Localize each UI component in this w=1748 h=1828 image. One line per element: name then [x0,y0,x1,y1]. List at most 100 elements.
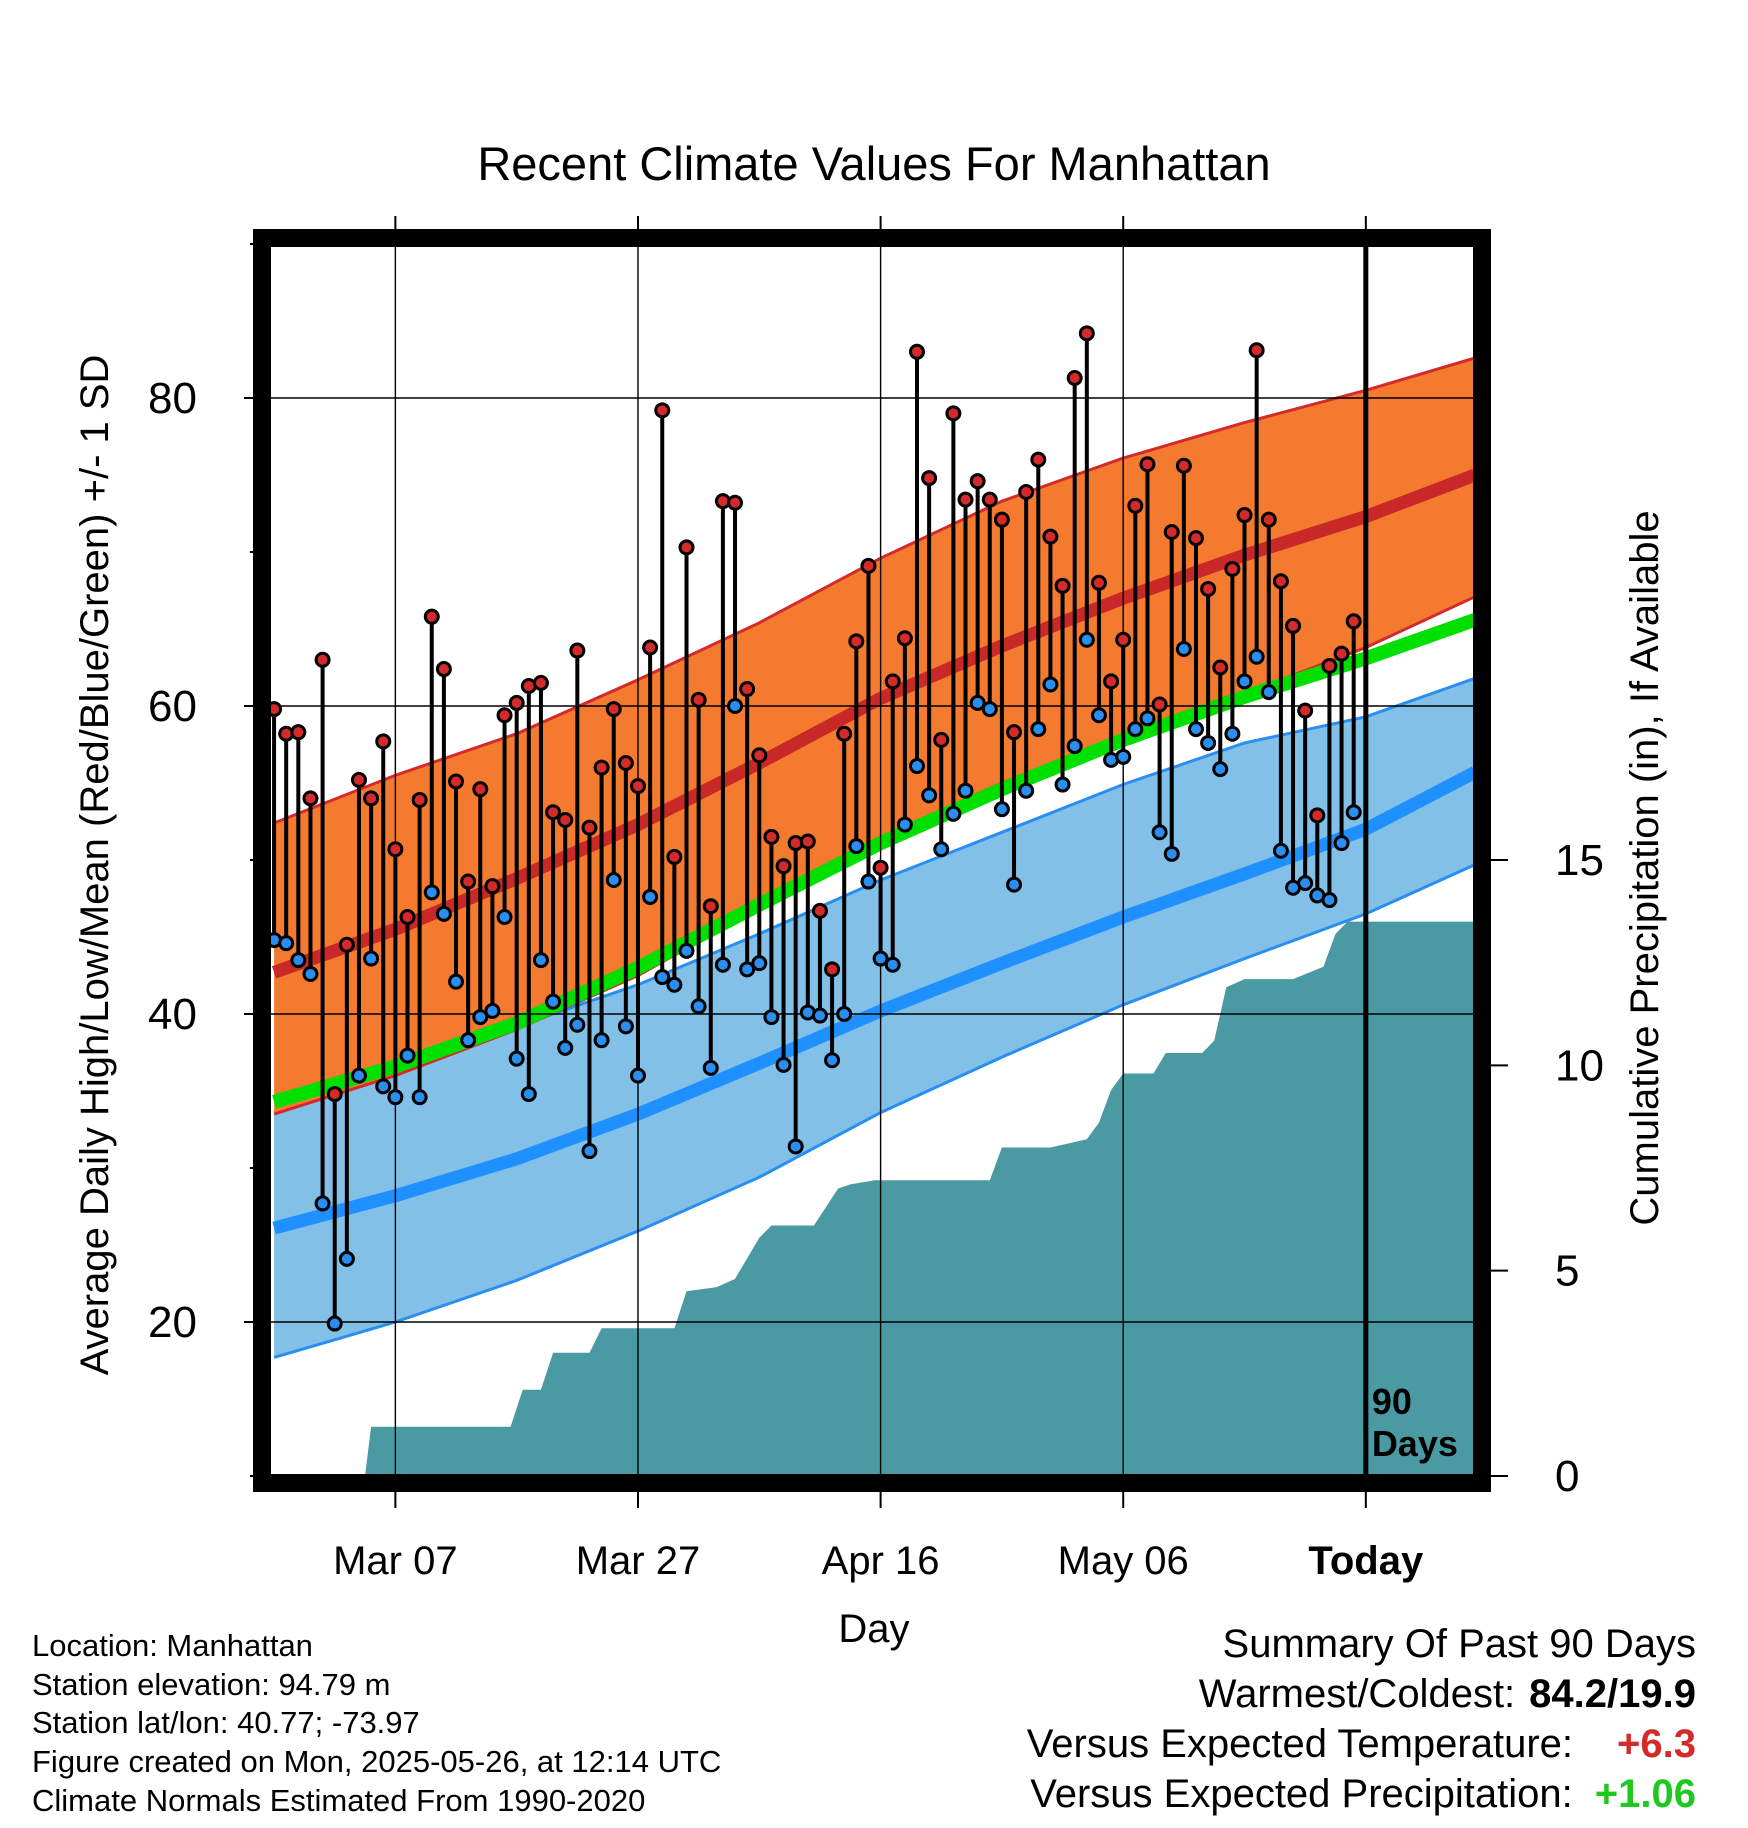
low-point [1066,738,1083,755]
left-tick-label: 40 [148,990,197,1039]
high-point [811,902,828,919]
high-point [605,701,622,718]
high-point [1212,659,1229,676]
high-point [848,633,865,650]
high-point [908,343,925,360]
warm-cold-label: Warmest/Coldest: [1198,1672,1516,1716]
low-point [1127,721,1144,738]
low-point [1321,892,1338,909]
high-point [1333,645,1350,662]
low-point [629,1067,646,1084]
low-point [702,1059,719,1076]
high-point [921,470,938,487]
high-point [375,733,392,750]
warm-cold-value: 84.2/19.9 [1529,1672,1696,1716]
high-point [1018,483,1035,500]
right-tick-label: 5 [1555,1247,1579,1296]
footer-location: Location: Manhattan [32,1628,313,1663]
high-point [1042,528,1059,545]
low-point [1115,748,1132,765]
right-tick-label: 15 [1555,836,1604,885]
low-point [1224,725,1241,742]
low-point [1151,824,1168,841]
high-point [1163,523,1180,540]
low-point [884,956,901,973]
low-point [581,1143,598,1160]
low-point [739,961,756,978]
low-point [460,1032,477,1049]
high-point [1030,451,1047,468]
low-point [751,955,768,972]
low-point [448,973,465,990]
low-point [1006,876,1023,893]
low-point [811,1007,828,1024]
footer-normals: Climate Normals Estimated From 1990-2020 [32,1783,646,1818]
high-point [326,1086,343,1103]
low-point [727,698,744,714]
low-point [375,1078,392,1095]
high-point [799,833,816,850]
high-point [508,694,525,711]
high-point [411,791,428,808]
high-point [350,771,367,788]
low-point [666,976,683,993]
high-point [448,773,465,790]
low-point [545,993,562,1010]
summary-temperature: Versus Expected Temperature: +6.3 [1027,1722,1696,1767]
temp-label: Versus Expected Temperature: [1026,1722,1574,1766]
high-point [1224,560,1241,577]
high-point [702,898,719,915]
right-tick-label: 0 [1555,1452,1579,1501]
high-point [399,908,416,925]
high-point [290,724,307,741]
high-point [1260,511,1277,528]
footer-elevation: Station elevation: 94.79 m [32,1667,391,1702]
low-point [423,884,440,901]
low-point [921,787,938,804]
high-point [872,859,889,876]
low-point [569,1016,586,1033]
low-point [1030,721,1047,738]
high-point [1272,573,1289,590]
high-point [593,759,610,776]
low-point [957,782,974,799]
low-point [860,873,877,890]
summary-warm-cold: Warmest/Coldest: 84.2/19.9 [1199,1672,1696,1717]
high-point [1103,673,1120,690]
high-point [1285,617,1302,634]
footer-latlon: Station lat/lon: 40.77; -73.97 [32,1705,420,1740]
high-point [484,878,501,895]
high-point [654,402,671,419]
low-point [326,1315,343,1332]
chart-title: Recent Climate Values For Manhattan [477,137,1270,190]
today-days-label-2: Days [1372,1423,1458,1464]
precip-label: Versus Expected Precipitation: [1030,1772,1573,1816]
low-point [617,1018,634,1035]
right-tick-label: 10 [1555,1041,1604,1090]
low-point [1260,684,1277,701]
high-point [1236,507,1253,524]
low-point [520,1086,537,1103]
high-point [460,873,477,890]
high-point [581,819,598,836]
footer-created: Figure created on Mon, 2025-05-26, at 12… [32,1744,722,1779]
left-tick-label: 80 [148,374,197,423]
left-tick-label: 60 [148,682,197,731]
high-point [617,754,634,771]
high-point [1078,325,1095,342]
high-point [860,557,877,574]
high-point [836,725,853,742]
high-point [642,639,659,656]
low-point [1187,721,1204,738]
low-point [848,838,865,855]
low-point [824,1052,841,1069]
high-point [957,491,974,508]
low-point [690,998,707,1015]
high-point [1297,702,1314,719]
low-point [363,950,380,967]
low-point [775,1056,792,1073]
high-point [775,858,792,875]
low-point [1236,673,1253,690]
high-point [666,848,683,865]
